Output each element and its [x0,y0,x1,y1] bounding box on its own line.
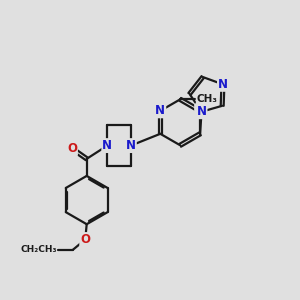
Text: N: N [126,139,136,152]
Text: N: N [218,78,228,91]
Text: N: N [155,104,165,117]
Text: N: N [102,139,112,152]
Text: O: O [67,142,77,155]
Text: N: N [195,104,205,117]
Text: CH₂CH₃: CH₂CH₃ [20,245,57,254]
Text: O: O [80,233,90,246]
Text: N: N [196,105,207,118]
Text: CH₃: CH₃ [196,94,218,104]
